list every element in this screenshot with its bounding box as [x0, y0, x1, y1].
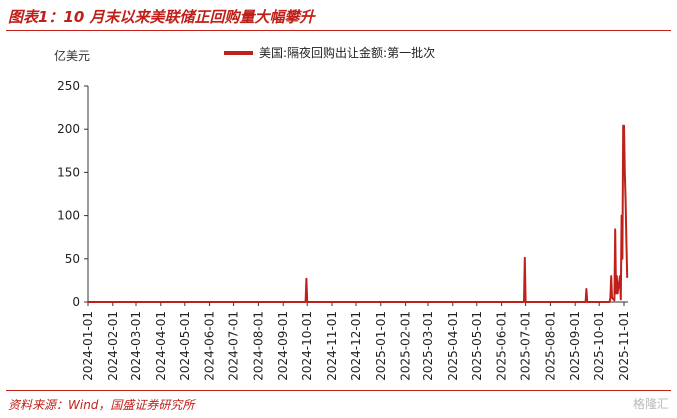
x-tick-label: 2024-02-01 [106, 311, 120, 381]
figure-title: 图表1：10 月末以来美联储正回购量大幅攀升 [8, 8, 315, 26]
x-tick-label: 2025-08-01 [543, 311, 557, 381]
y-tick-label: 250 [57, 79, 80, 93]
x-tick-label: 2024-09-01 [276, 311, 290, 381]
data-source-note: 资料来源：Wind，国盛证券研究所 [8, 398, 195, 412]
x-tick-label: 2025-10-01 [592, 311, 606, 381]
x-tick-label: 2024-07-01 [227, 311, 241, 381]
x-tick-label: 2025-02-01 [399, 311, 413, 381]
watermark-logo: 格隆汇 [632, 397, 669, 411]
x-tick-label: 2024-10-01 [300, 311, 314, 381]
legend-label: 美国:隔夜回购出让金额:第一批次 [259, 45, 435, 60]
x-tick-label: 2024-06-01 [203, 311, 217, 381]
x-tick-label: 2024-05-01 [178, 311, 192, 381]
title-divider [6, 30, 671, 31]
x-tick-label: 2025-09-01 [568, 311, 582, 381]
line-chart: 亿美元 美国:隔夜回购出让金额:第一批次 0 50 100 150 200 250 2024… [54, 45, 631, 381]
y-tick-label: 50 [65, 252, 80, 266]
x-tick-label: 2024-04-01 [154, 311, 168, 381]
x-tick-label: 2024-12-01 [349, 311, 363, 381]
x-tick-label: 2025-05-01 [470, 311, 484, 381]
x-tick-label: 2024-01-01 [81, 311, 95, 381]
x-tick-label: 2024-03-01 [129, 311, 143, 381]
x-tick-label: 2025-04-01 [446, 311, 460, 381]
y-tick-label: 200 [57, 122, 80, 136]
x-tick-label: 2024-11-01 [325, 311, 339, 381]
source-divider [6, 390, 671, 391]
chart-legend: 美国:隔夜回购出让金额:第一批次 [224, 45, 435, 60]
y-tick-label: 0 [72, 295, 80, 309]
x-tick-label: 2024-08-01 [251, 311, 265, 381]
x-tick-label: 2025-11-01 [617, 311, 631, 381]
x-tick-label: 2025-03-01 [421, 311, 435, 381]
x-tick-label: 2025-07-01 [519, 311, 533, 381]
x-tick-label: 2025-01-01 [374, 311, 388, 381]
x-tick-label: 2025-06-01 [495, 311, 509, 381]
y-tick-label: 150 [57, 165, 80, 179]
y-axis-unit-label: 亿美元 [54, 48, 90, 63]
y-tick-label: 100 [57, 209, 80, 223]
series-line [88, 124, 629, 303]
